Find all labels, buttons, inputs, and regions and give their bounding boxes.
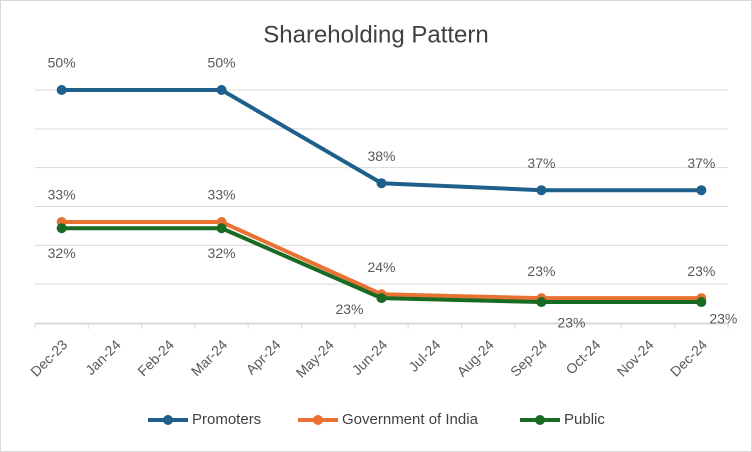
point	[216, 85, 227, 95]
data-label: 50%	[48, 55, 76, 71]
data-label: 33%	[48, 187, 76, 203]
legend-label: Government of India	[342, 411, 479, 428]
chart-title: Shareholding Pattern	[263, 21, 489, 48]
point	[536, 185, 547, 196]
legend-marker	[535, 415, 545, 425]
point	[56, 223, 67, 234]
data-label: 32%	[48, 245, 76, 261]
point	[696, 185, 707, 196]
data-label: 37%	[527, 155, 555, 171]
data-label: 38%	[367, 148, 395, 164]
data-label: 37%	[687, 155, 715, 171]
data-label: 50%	[208, 55, 236, 71]
point	[376, 293, 387, 304]
legend-marker	[313, 415, 323, 425]
legend-marker	[163, 415, 173, 425]
point	[696, 297, 707, 308]
data-label: 23%	[687, 263, 715, 279]
data-label: 33%	[208, 187, 236, 203]
point	[56, 85, 67, 95]
data-label: 23%	[335, 301, 363, 317]
data-label: 32%	[208, 245, 236, 261]
legend-label: Public	[564, 411, 605, 428]
data-label: 23%	[527, 263, 555, 279]
point	[376, 178, 387, 189]
point	[536, 297, 547, 308]
data-label: 24%	[367, 259, 395, 275]
legend-label: Promoters	[192, 411, 261, 428]
data-label: 23%	[709, 311, 737, 327]
point	[216, 223, 227, 234]
data-label: 23%	[557, 315, 585, 331]
